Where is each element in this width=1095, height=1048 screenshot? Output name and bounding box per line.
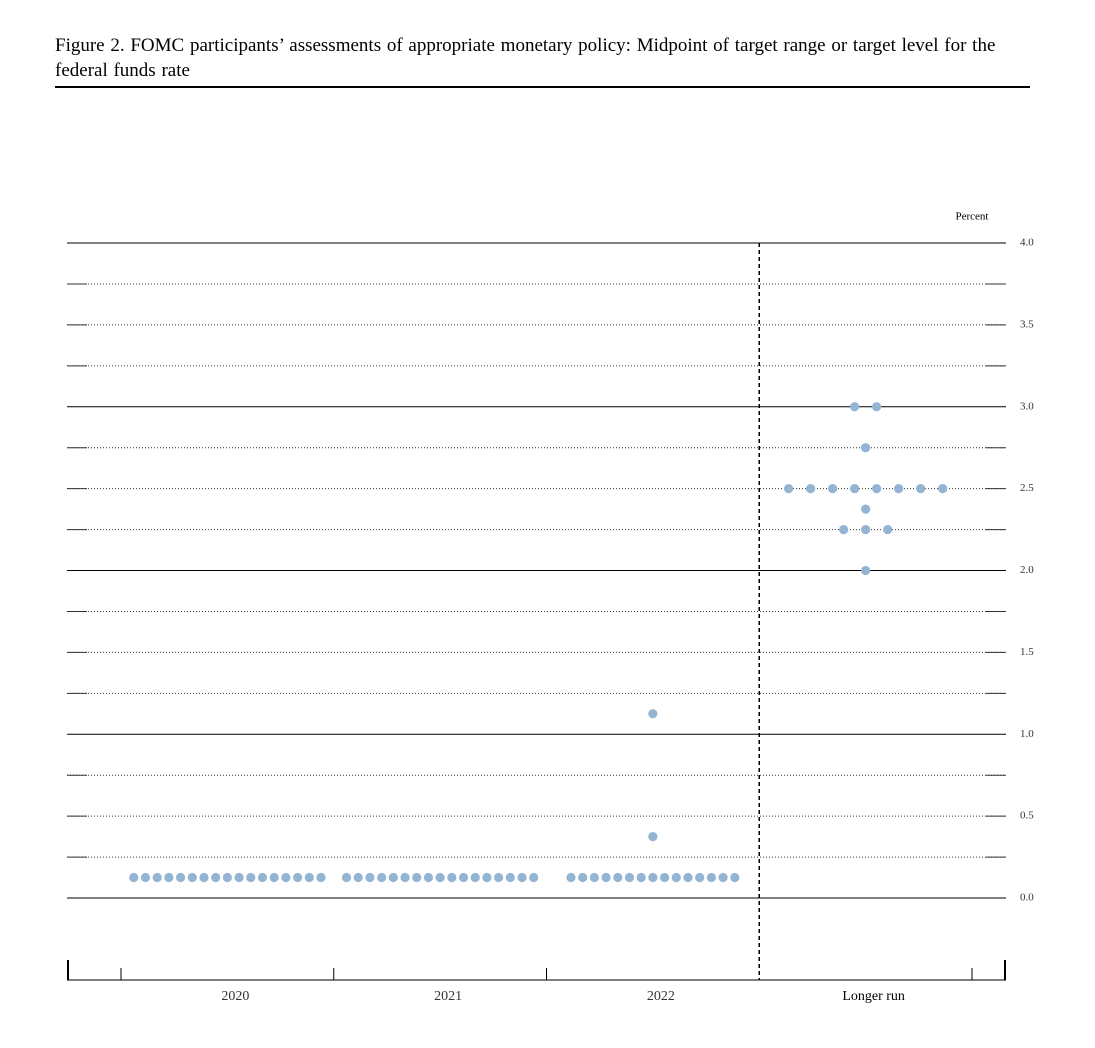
- dot: [861, 443, 871, 453]
- dot: [671, 872, 681, 883]
- dot: [578, 872, 588, 883]
- dot: [861, 524, 871, 535]
- dot: [872, 484, 882, 494]
- dot: [850, 402, 860, 412]
- y-tick-label: 0.0: [1020, 892, 1034, 904]
- y-tick-label: 1.0: [1020, 728, 1034, 740]
- dot: [624, 872, 635, 883]
- dot: [861, 504, 871, 514]
- dot: [784, 484, 794, 494]
- y-axis-label: Percent: [956, 211, 989, 223]
- dot: [636, 872, 646, 883]
- dot: [648, 872, 658, 883]
- dot: [470, 872, 480, 883]
- y-tick-label: 0.5: [1020, 810, 1034, 822]
- dot: [388, 872, 398, 883]
- dot: [894, 484, 904, 494]
- y-tick-label: 3.0: [1020, 400, 1034, 412]
- dot: [140, 872, 151, 883]
- dot: [377, 872, 387, 883]
- y-tick-label: 1.5: [1020, 646, 1034, 658]
- dot: [589, 872, 599, 883]
- dot: [706, 872, 716, 883]
- dot: [718, 872, 728, 883]
- y-tick-label: 3.5: [1020, 318, 1034, 330]
- dot: [613, 872, 623, 883]
- dot: [916, 484, 926, 494]
- y-tick-label: 2.5: [1020, 482, 1034, 494]
- dot: [517, 872, 527, 883]
- y-tick-label: 2.0: [1020, 564, 1034, 576]
- dot: [187, 872, 197, 883]
- dot: [883, 524, 893, 535]
- dot: [447, 872, 457, 883]
- dot: [505, 872, 515, 883]
- dot: [281, 872, 291, 883]
- dot: [850, 484, 860, 494]
- dot: [152, 872, 162, 883]
- dot: [648, 709, 658, 719]
- dot: [566, 872, 576, 883]
- dot: [435, 872, 445, 883]
- dot: [839, 524, 849, 535]
- dot: [828, 484, 838, 494]
- dot: [730, 872, 740, 883]
- dot: [129, 872, 139, 883]
- dot: [365, 872, 375, 883]
- dot: [353, 872, 363, 883]
- dot: [292, 872, 303, 883]
- y-tick-label: 4.0: [1020, 237, 1034, 249]
- dot: [234, 872, 244, 883]
- dot: [400, 872, 410, 883]
- dot: [304, 872, 314, 883]
- dot: [601, 872, 611, 883]
- dot: [269, 872, 279, 883]
- title-rule: [55, 86, 1030, 88]
- dot: [423, 872, 434, 883]
- dot: [257, 872, 268, 883]
- dot: [529, 872, 539, 883]
- chart-title: Figure 2. FOMC participants’ assessments…: [55, 35, 996, 81]
- dot: [861, 565, 871, 576]
- dot: [211, 872, 221, 883]
- x-tick-label: Longer run: [842, 989, 905, 1004]
- dot: [164, 872, 174, 883]
- dot: [412, 872, 422, 883]
- dot: [659, 872, 670, 883]
- dot: [246, 872, 256, 883]
- dot: [683, 872, 693, 883]
- dot: [482, 872, 492, 883]
- dot: [175, 872, 186, 883]
- dot: [222, 872, 232, 883]
- dot: [695, 872, 705, 883]
- x-tick-label: 2021: [434, 989, 462, 1004]
- dot: [938, 484, 948, 494]
- x-tick-label: 2022: [647, 989, 675, 1004]
- dot: [199, 872, 209, 883]
- dot: [648, 831, 658, 842]
- dot: [316, 872, 326, 883]
- dot: [872, 402, 882, 412]
- dot: [494, 872, 504, 883]
- dot: [341, 872, 352, 883]
- dot: [458, 872, 469, 883]
- x-tick-label: 2020: [221, 989, 249, 1004]
- dot: [806, 484, 816, 494]
